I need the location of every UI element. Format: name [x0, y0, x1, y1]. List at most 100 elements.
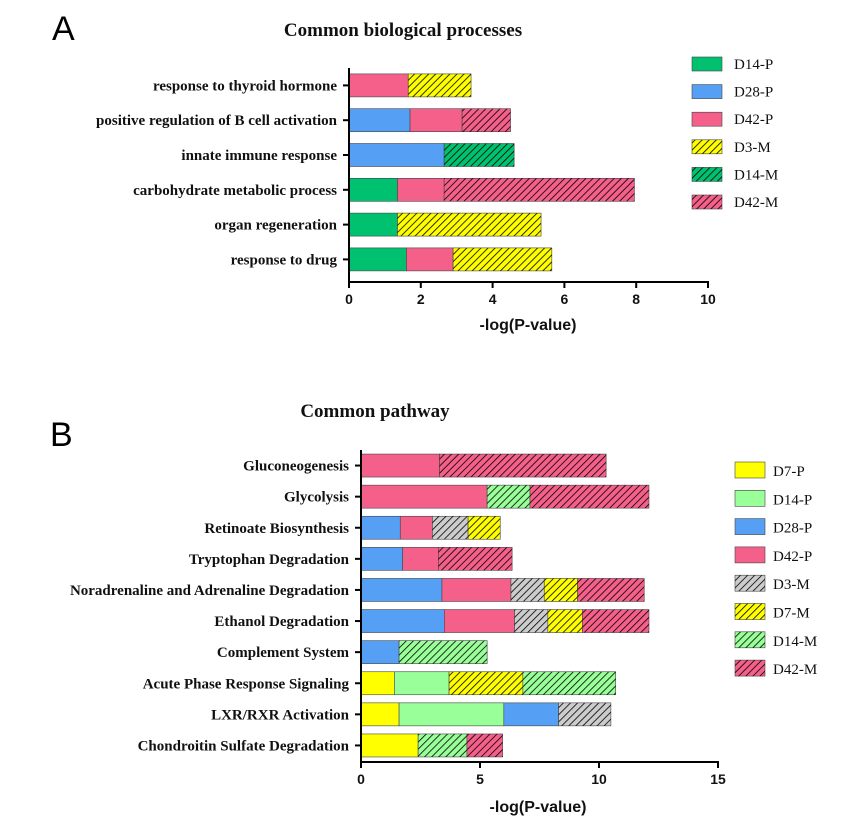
x-tick-label: 4 — [489, 291, 497, 307]
bar-segment — [360, 484, 488, 509]
bar-segment-hatch — [522, 671, 616, 695]
bar-segment — [348, 178, 398, 202]
bar-segment — [360, 671, 395, 696]
legend-swatch-hatch — [735, 631, 765, 648]
bar-segment — [360, 515, 401, 540]
bar-segment-hatch — [449, 671, 523, 695]
bar-segment-hatch — [487, 485, 530, 509]
legend-swatch-hatch — [735, 575, 765, 592]
panel-a-bars — [348, 73, 635, 272]
panel-a-x-axis-label: -log(P-value) — [480, 317, 577, 334]
bar-segment — [348, 108, 411, 132]
legend-swatch-hatch — [735, 603, 765, 620]
legend-label: D3-M — [734, 140, 771, 156]
bar-segment-hatch — [468, 516, 501, 540]
bar-segment — [399, 515, 433, 540]
bar-segment-hatch — [418, 733, 467, 757]
panel-b-category-labels: Gluconeogenesis Glycolysis Retinoate Biosy… — [70, 459, 350, 755]
legend-label: D14-P — [734, 57, 773, 73]
category-label: carbohydrate metabolic process — [133, 183, 337, 199]
bar-segment — [402, 547, 439, 571]
category-label: Ethanol Degradation — [214, 614, 349, 630]
category-label: response to thyroid hormone — [153, 78, 337, 94]
legend-swatch — [691, 111, 723, 127]
bar-segment-hatch — [510, 578, 545, 602]
legend-label: D42-P — [734, 112, 773, 128]
bar-segment-hatch — [514, 609, 548, 633]
category-label: Chondroitin Sulfate Degradation — [138, 738, 350, 754]
bar-segment-hatch — [399, 640, 488, 664]
bar-segment-hatch — [582, 609, 649, 633]
panel-a-title: Common biological processes — [284, 20, 522, 41]
legend-label: D28-P — [773, 521, 812, 537]
legend-swatch-hatch — [692, 139, 722, 154]
bar-segment — [409, 108, 463, 132]
bar-segment — [360, 702, 400, 727]
bar-segment-hatch — [444, 143, 515, 167]
bar-segment-hatch — [408, 73, 472, 97]
legend-swatch — [734, 518, 766, 535]
x-tick-label: 5 — [476, 771, 484, 787]
bar-segment — [360, 453, 440, 478]
legend-swatch — [691, 56, 723, 72]
panel-b-legend: D7-P D14-P D28-P D42-P D3-M D7-M D14-M D42-M — [734, 461, 817, 678]
bar-segment-hatch — [462, 108, 511, 132]
x-tick-label: 10 — [700, 291, 716, 307]
bar-segment — [398, 702, 505, 727]
bar-segment — [360, 547, 403, 571]
bar-segment — [348, 73, 409, 98]
bar-segment-hatch — [577, 578, 645, 602]
legend-swatch — [734, 546, 766, 564]
x-tick-label: 0 — [345, 291, 353, 307]
legend-label: D14-P — [773, 492, 812, 508]
bar-segment — [394, 671, 450, 696]
legend-swatch — [691, 84, 723, 99]
bar-segment — [360, 733, 419, 758]
bar-segment-hatch — [444, 178, 635, 202]
bar-segment — [360, 609, 445, 633]
panel-a-axes — [343, 68, 709, 283]
bar-segment — [348, 143, 445, 167]
legend-label: D42-P — [773, 549, 812, 565]
legend-label: D14-M — [734, 167, 778, 183]
legend-label: D28-P — [734, 85, 773, 101]
panel-a-legend: D14-P D28-P D42-P D3-M D14-M D42-M — [691, 56, 778, 211]
category-label: Tryptophan Degradation — [189, 552, 350, 568]
category-label: response to drug — [231, 252, 338, 268]
bar-segment — [360, 578, 443, 602]
x-tick-label: 2 — [417, 291, 425, 307]
bar-segment — [406, 247, 454, 272]
legend-label: D42-M — [734, 195, 778, 211]
bar-segment-hatch — [529, 485, 649, 509]
bar-segment-hatch — [438, 547, 513, 571]
legend-swatch — [734, 461, 766, 479]
category-label: positive regulation of B cell activation — [96, 113, 338, 129]
category-label: innate immune response — [181, 148, 337, 164]
bar-segment-hatch — [547, 609, 583, 633]
panel-b: B Common pathway Gluconeogenesis Glycolys… — [50, 401, 817, 816]
category-label: organ regeneration — [214, 218, 337, 234]
panel-b-bars — [360, 453, 650, 758]
panel-b-x-ticks: 0 5 10 15 — [357, 762, 726, 787]
bar-segment-hatch — [432, 516, 469, 540]
panel-a-category-labels: response to thyroid hormone positive regu… — [96, 78, 338, 268]
category-label: Complement System — [217, 645, 350, 661]
bar-segment — [443, 609, 515, 633]
legend-swatch-hatch — [692, 195, 722, 209]
bar-segment — [348, 247, 407, 272]
bar-segment-hatch — [558, 702, 611, 726]
category-label: Retinoate Biosynthesis — [204, 521, 349, 537]
bar-segment-hatch — [397, 213, 542, 237]
bar-segment-hatch — [544, 578, 578, 602]
bar-segment — [441, 578, 512, 602]
bar-segment — [360, 640, 400, 664]
x-tick-label: 10 — [591, 771, 607, 787]
panel-b-axes — [355, 450, 719, 763]
bar-segment — [503, 702, 559, 727]
legend-label: D42-M — [773, 662, 817, 678]
legend-label: D3-M — [773, 577, 810, 593]
category-label: Acute Phase Response Signaling — [143, 676, 350, 692]
category-label: Glycolysis — [284, 490, 349, 506]
legend-swatch — [734, 489, 766, 507]
